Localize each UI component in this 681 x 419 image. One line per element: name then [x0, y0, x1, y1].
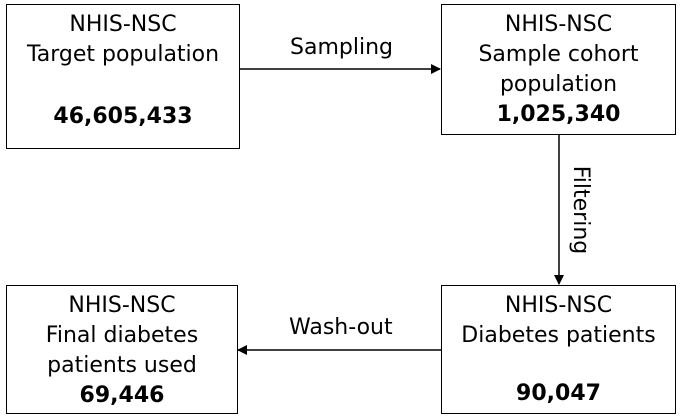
- target-population-box: NHIS-NSC Target population 46,605,433: [6, 4, 240, 149]
- final-diabetes-box: NHIS-NSC Final diabetes patients used 69…: [6, 285, 238, 414]
- filtering-label: Filtering: [568, 165, 593, 255]
- sample-cohort-line2: Sample cohort: [478, 42, 639, 67]
- washout-label: Wash-out: [289, 315, 393, 340]
- diabetes-patients-subtitle: Diabetes patients: [461, 323, 656, 348]
- sample-cohort-box: NHIS-NSC Sample cohort population 1,025,…: [441, 4, 676, 135]
- final-diabetes-line2: Final diabetes: [45, 323, 199, 348]
- final-diabetes-title: NHIS-NSC: [68, 293, 176, 318]
- sampling-label: Sampling: [290, 35, 393, 60]
- sample-cohort-title: NHIS-NSC: [504, 12, 613, 37]
- diabetes-patients-box: NHIS-NSC Diabetes patients 90,047: [441, 285, 676, 414]
- target-population-count: 46,605,433: [53, 104, 193, 129]
- target-population-subtitle: Target population: [26, 42, 220, 67]
- final-diabetes-count: 69,446: [79, 383, 165, 408]
- target-population-title: NHIS-NSC: [69, 12, 177, 37]
- sample-cohort-line3: population: [499, 72, 618, 97]
- diabetes-patients-count: 90,047: [516, 381, 601, 406]
- sample-cohort-count: 1,025,340: [496, 102, 621, 127]
- diabetes-patients-title: NHIS-NSC: [504, 293, 613, 318]
- final-diabetes-line3: patients used: [47, 353, 197, 378]
